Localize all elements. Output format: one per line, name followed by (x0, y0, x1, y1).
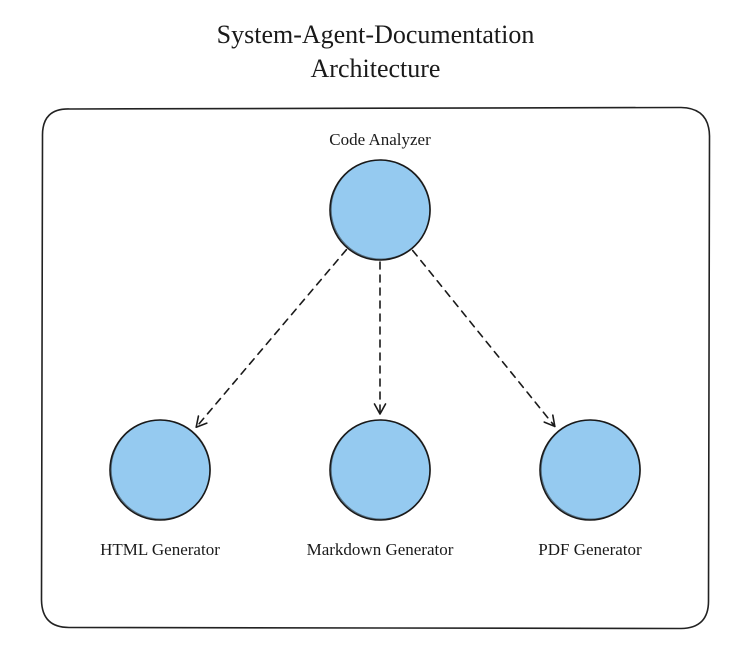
node-label-code-analyzer: Code Analyzer (280, 130, 480, 150)
diagram-svg (0, 0, 751, 661)
diagram-canvas: System-Agent-Documentation Architecture … (0, 0, 751, 661)
node-label-markdown-generator: Markdown Generator (280, 540, 480, 560)
node-label-pdf-generator: PDF Generator (490, 540, 690, 560)
node-label-html-generator: HTML Generator (60, 540, 260, 560)
